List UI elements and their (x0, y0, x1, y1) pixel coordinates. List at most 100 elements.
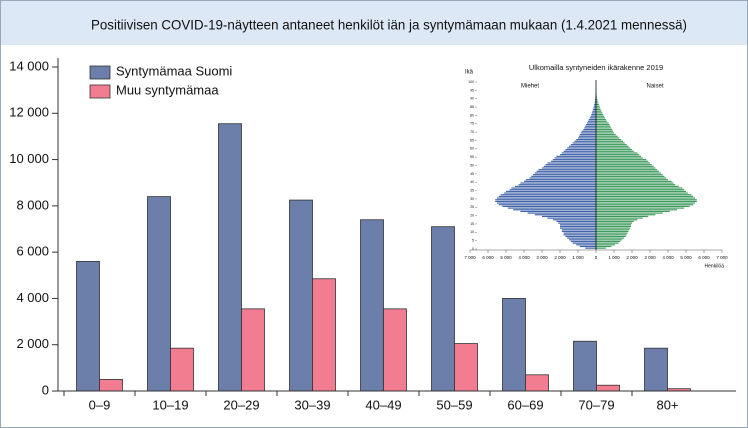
pyramid-bar (586, 124, 596, 126)
x-tick-label: 20–29 (223, 397, 259, 412)
inset-y-tick-label: 10 (470, 230, 474, 234)
inset-x-tick-label: 5 000 (680, 255, 692, 260)
inset-x-tick-label: 6 000 (698, 255, 710, 260)
pyramid-bar (596, 215, 649, 218)
pyramid-bar (596, 160, 649, 162)
inset-y-tick-label: 70 (470, 130, 474, 134)
pyramid-bar (594, 100, 596, 102)
inset-x-tick-label: 0 (595, 255, 598, 260)
pyramid-bar (596, 98, 598, 101)
pyramid-bar (596, 95, 597, 97)
bar (241, 308, 265, 392)
pyramid-bar (596, 127, 612, 129)
pyramid-bar (587, 120, 596, 122)
pyramid-bar (592, 108, 596, 111)
pyramid-bar (567, 237, 596, 239)
pyramid-bar (542, 167, 596, 169)
pyramid-bar (596, 222, 632, 224)
inset-x-tick-label: 3 000 (536, 255, 548, 260)
pyramid-bar (551, 160, 596, 162)
y-tick-label: 6 000 (16, 244, 49, 259)
pyramid-bar (596, 120, 607, 122)
pyramid-bar (525, 179, 596, 181)
x-tick-label: 50–59 (436, 397, 472, 412)
pyramid-bar (578, 135, 596, 137)
pyramid-bar (596, 97, 598, 99)
pyramid-bar (596, 137, 620, 139)
pyramid-bar (596, 232, 628, 234)
x-tick-label: 60–69 (507, 397, 543, 412)
pyramid-bar (589, 117, 596, 119)
pyramid-bar (596, 129, 613, 131)
pyramid-bar (596, 135, 618, 137)
pyramid-bar (569, 145, 596, 147)
pyramid-bar (524, 180, 596, 182)
pyramid-bar (497, 197, 596, 199)
pyramid-bar (497, 202, 596, 204)
pyramid-bar (531, 175, 596, 177)
pyramid-bar (596, 240, 621, 243)
x-tick-label: 30–39 (294, 397, 330, 412)
pyramid-bar (567, 147, 596, 149)
legend-swatch (89, 65, 111, 80)
pyramid-bar (596, 227, 631, 229)
pyramid-bar (495, 199, 596, 201)
pyramid-bar (596, 155, 641, 157)
bar (360, 219, 384, 392)
inset-y-tick-label: 45 (470, 172, 474, 176)
pyramid-bar (545, 164, 596, 166)
inset-x-tick-label: 7 000 (716, 255, 728, 260)
pyramid-bar (596, 144, 627, 146)
pyramid-bar (563, 232, 596, 234)
pyramid-bar (558, 222, 596, 224)
pyramid-bar (534, 172, 596, 174)
pyramid-bar (596, 242, 619, 244)
pyramid-bar (594, 103, 596, 106)
pyramid-bar (596, 245, 612, 248)
pyramid-bar (502, 205, 596, 207)
pyramid-bar (596, 220, 634, 223)
legend-swatch (89, 84, 111, 99)
pyramid-bar (596, 108, 601, 111)
bar (218, 123, 242, 392)
pyramid-bar (547, 217, 596, 219)
pyramid-bar (552, 219, 596, 221)
pyramid-bar (596, 157, 643, 159)
inset-y-tick-label: 95 (470, 88, 474, 92)
pyramid-bar (596, 239, 623, 241)
pyramid-bar (596, 170, 659, 172)
pyramid-bar (596, 219, 638, 221)
pyramid-bar (572, 242, 596, 244)
pyramid-bar (596, 115, 605, 117)
pyramid-bar (578, 137, 596, 139)
pyramid-bar (511, 187, 596, 189)
pyramid-bar (581, 130, 596, 132)
pyramid-bar (596, 234, 627, 236)
pyramid-bar (520, 182, 596, 184)
pyramid-bar (596, 200, 697, 202)
pyramid-bar (587, 122, 596, 124)
bar (99, 379, 123, 392)
inset-x-tick-label: 2 000 (626, 255, 638, 260)
pyramid-bar (498, 195, 596, 197)
bar (644, 347, 668, 392)
pyramid-bar (596, 205, 690, 207)
pyramid-bar (543, 165, 596, 167)
inset-y-tick-label: 30 (470, 197, 474, 201)
pyramid-bar (596, 185, 679, 187)
pyramid-bar (591, 112, 596, 114)
pyramid-bar (554, 157, 596, 159)
inset-y-tick-label: 25 (470, 205, 474, 209)
inset-series-label: Miehet (521, 84, 539, 90)
y-tick-label: 4 000 (16, 290, 49, 305)
pyramid-bar (596, 229, 630, 231)
x-tick-label: 80+ (656, 397, 678, 412)
pyramid-bar (596, 214, 656, 216)
inset-y-tick-label: 15 (470, 222, 474, 226)
bar (454, 343, 478, 392)
bar (596, 384, 620, 392)
pyramid-bar (580, 132, 596, 134)
pyramid-bar (596, 164, 652, 166)
inset-x-tick-label: 2 000 (554, 255, 566, 260)
pyramid-bar (596, 174, 663, 176)
